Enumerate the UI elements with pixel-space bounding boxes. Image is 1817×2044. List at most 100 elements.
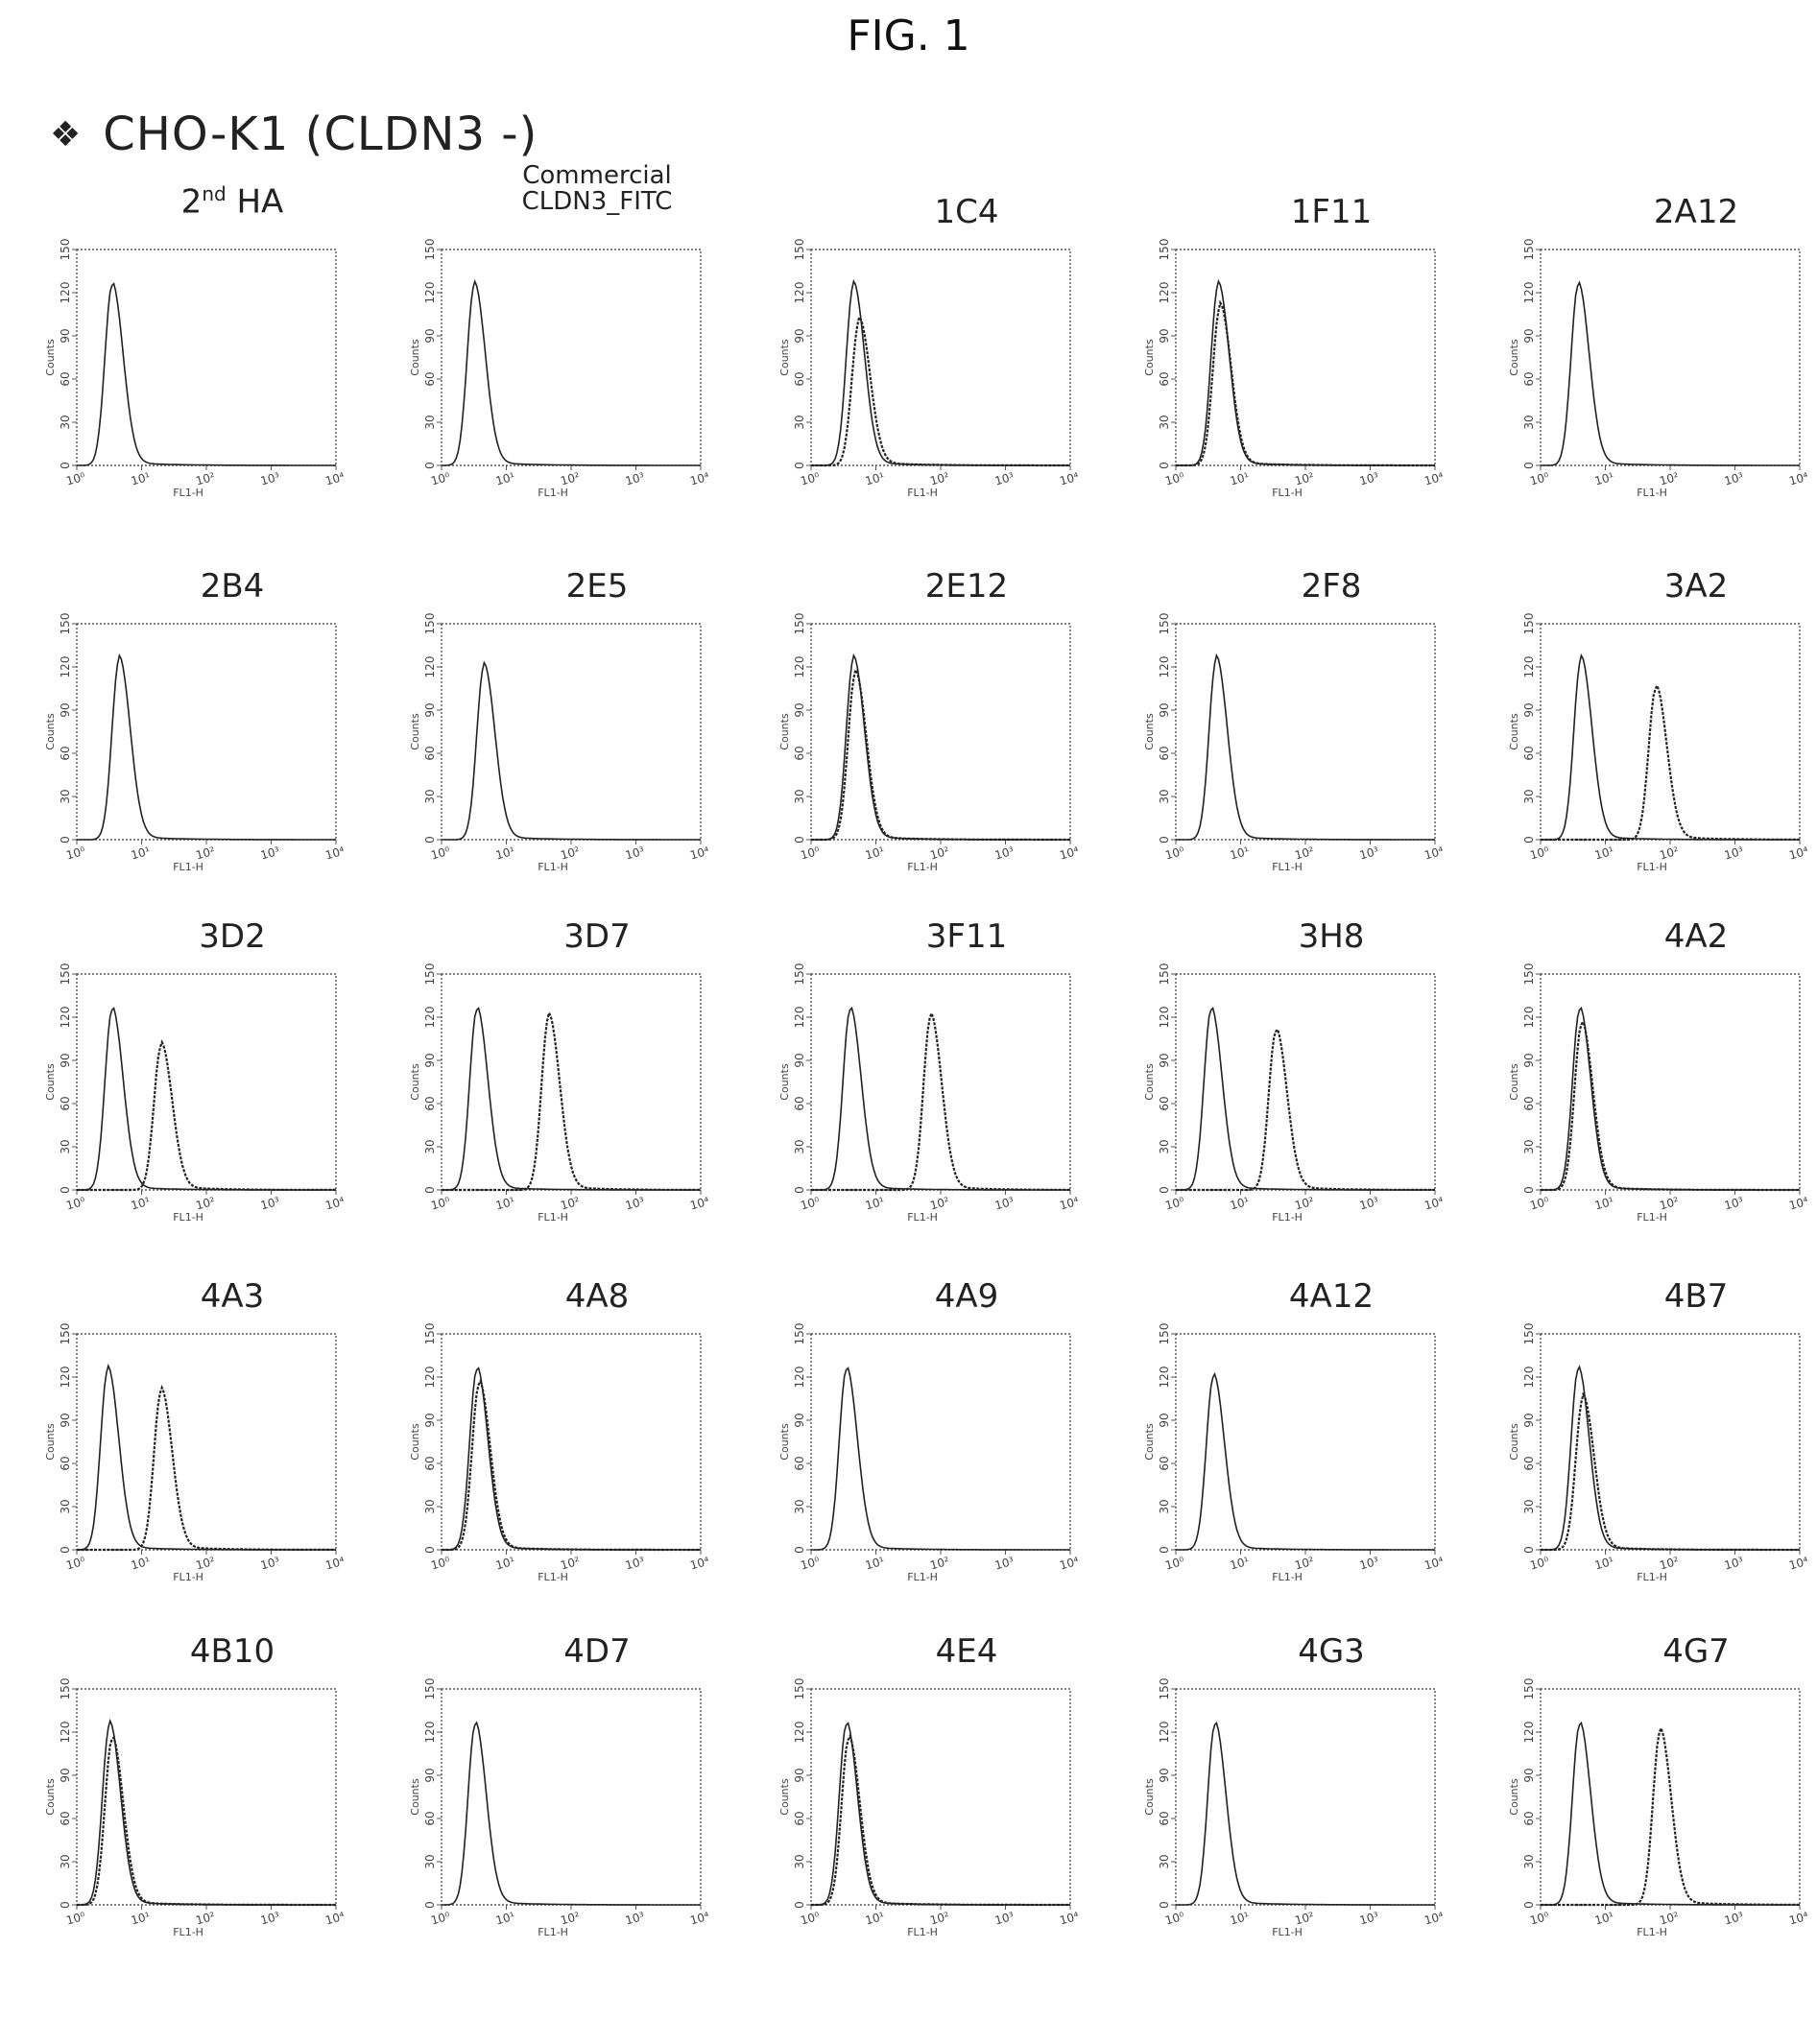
y-tick-label: 30 — [793, 1139, 806, 1153]
histogram-plot: 0 30 60 90 120 150 Counts 10⁰ 10¹ 10² 10³ 10⁴ FL1-H — [778, 963, 1081, 1224]
y-tick-label: 90 — [423, 1768, 437, 1782]
y-tick-label: 90 — [423, 1413, 437, 1427]
histogram-series-line — [442, 1010, 701, 1192]
y-tick-label: 60 — [59, 371, 72, 386]
panel-title-rest: HA — [226, 182, 284, 222]
x-tick-label: 10¹ — [494, 470, 516, 488]
histogram-series-line — [442, 1721, 701, 1906]
histogram-plot: 0 30 60 90 120 150 Counts 10⁰ 10¹ 10² 10³ 10⁴ FL1-H — [1143, 1678, 1446, 1938]
histogram-series-line — [77, 282, 336, 466]
x-tick-label: 10⁴ — [323, 1195, 346, 1213]
y-tick-label: 120 — [1158, 1007, 1171, 1029]
x-tick-label: 10³ — [624, 1555, 646, 1573]
x-tick-label: 10⁰ — [1528, 844, 1550, 863]
x-tick-label: 10⁴ — [323, 844, 346, 863]
x-tick-label: 10³ — [259, 1195, 281, 1213]
y-tick-label: 0 — [59, 1546, 72, 1554]
x-tick-label: 10³ — [993, 1195, 1016, 1213]
y-tick-label: 150 — [59, 1678, 72, 1700]
x-tick-label: 10² — [559, 1910, 581, 1928]
x-tick-label: 10⁴ — [1787, 1555, 1809, 1573]
y-tick-label: 30 — [423, 1854, 437, 1868]
histogram-panel: 4E4 0 30 60 90 120 150 Counts 10⁰ 10¹ 10² 10³ 10⁴ FL1… — [778, 1614, 1149, 1998]
histogram-plot: 0 30 60 90 120 150 Counts 10⁰ 10¹ 10² 10³ 10⁴ FL1-H — [1508, 239, 1810, 499]
y-tick-label: 120 — [1158, 1722, 1171, 1744]
x-tick-label: 10⁴ — [1058, 1910, 1080, 1928]
histogram-series-line — [811, 278, 1070, 466]
y-tick-label: 150 — [1522, 1678, 1536, 1700]
panel-title: 4G3 — [1298, 1632, 1365, 1671]
y-tick-label: 30 — [59, 1139, 72, 1153]
y-tick-label: 150 — [1522, 239, 1536, 261]
x-tick-label: 10⁴ — [323, 1910, 346, 1928]
x-tick-label: 10⁰ — [1163, 844, 1185, 863]
x-tick-label: 10⁰ — [1528, 470, 1550, 488]
histogram-plot: 0 30 60 90 120 150 Counts 10⁰ 10¹ 10² 10³ 10⁴ FL1-H — [1143, 1323, 1446, 1583]
y-axis-label: Counts — [1143, 1063, 1156, 1101]
plot-frame — [1540, 973, 1801, 1191]
y-tick-label: 150 — [1522, 613, 1536, 635]
y-tick-label: 0 — [1158, 836, 1171, 844]
histogram-panel: 4G7 0 30 60 90 120 150 Counts 10⁰ 10¹ 10² 10³ 10⁴ FL1… — [1508, 1614, 1817, 1998]
y-tick-label: 30 — [423, 789, 437, 803]
y-tick-label: 60 — [793, 1096, 806, 1110]
x-tick-label: 10¹ — [1229, 1195, 1251, 1213]
y-tick-label: 30 — [423, 1139, 437, 1153]
y-tick-label: 0 — [793, 1901, 806, 1909]
y-tick-label: 120 — [423, 656, 437, 678]
y-tick-label: 60 — [1522, 1811, 1536, 1825]
y-tick-label: 60 — [1158, 371, 1171, 386]
x-tick-label: 10⁰ — [1163, 1910, 1185, 1928]
histogram-plot: 0 30 60 90 120 150 Counts 10⁰ 10¹ 10² 10³ 10⁴ FL1-H — [44, 239, 347, 499]
x-axis-label: FL1-H — [538, 487, 568, 499]
y-tick-label: 90 — [1522, 1413, 1536, 1427]
histogram-series-line — [811, 653, 1070, 841]
cell-line-heading-text: CHO-K1 (CLDN3 -) — [103, 107, 538, 161]
x-tick-label: 10³ — [624, 1910, 646, 1928]
x-tick-label: 10¹ — [494, 844, 516, 863]
x-tick-label: 10⁴ — [1787, 844, 1809, 863]
x-tick-label: 10² — [928, 1910, 950, 1928]
y-tick-label: 60 — [423, 746, 437, 760]
x-tick-label: 10⁴ — [323, 1555, 346, 1573]
x-tick-label: 10³ — [259, 844, 281, 863]
x-tick-label: 10⁰ — [1163, 1195, 1185, 1213]
y-tick-label: 90 — [1158, 1413, 1171, 1427]
histogram-series-line — [1176, 1027, 1435, 1192]
y-tick-label: 90 — [423, 702, 437, 717]
histogram-plot: 0 30 60 90 120 150 Counts 10⁰ 10¹ 10² 10³ 10⁴ FL1-H — [44, 1323, 347, 1583]
histogram-plot: 0 30 60 90 120 150 Counts 10⁰ 10¹ 10² 10³ 10⁴ FL1-H — [778, 1678, 1081, 1938]
histogram-plot: 0 30 60 90 120 150 Counts 10⁰ 10¹ 10² 10³ 10⁴ FL1-H — [409, 1678, 711, 1938]
y-axis-label: Counts — [778, 1778, 791, 1816]
x-tick-label: 10² — [1293, 1910, 1315, 1928]
x-tick-label: 10¹ — [1229, 844, 1251, 863]
x-tick-label: 10⁰ — [799, 1195, 821, 1213]
y-tick-label: 30 — [1522, 1139, 1536, 1153]
y-tick-label: 120 — [59, 1007, 72, 1029]
x-tick-label: 10¹ — [1229, 470, 1251, 488]
x-tick-label: 10² — [559, 1195, 581, 1213]
x-tick-label: 10⁴ — [1058, 470, 1080, 488]
histogram-series-line — [1176, 1721, 1435, 1906]
y-tick-label: 150 — [1158, 239, 1171, 261]
plot-frame — [441, 1688, 702, 1906]
x-axis-label: FL1-H — [1637, 1571, 1667, 1583]
histogram-plot: 0 30 60 90 120 150 Counts 10⁰ 10¹ 10² 10³ 10⁴ FL1-H — [1143, 239, 1446, 499]
x-tick-label: 10⁴ — [1423, 844, 1445, 863]
histogram-plot: 0 30 60 90 120 150 Counts 10⁰ 10¹ 10² 10³ 10⁴ FL1-H — [409, 1323, 711, 1583]
x-tick-label: 10⁰ — [1528, 1910, 1550, 1928]
histogram-panel: 3D2 0 30 60 90 120 150 Counts 10⁰ 10¹ 10² 10³ 10⁴ FL1… — [44, 899, 415, 1283]
y-tick-label: 120 — [59, 1367, 72, 1389]
y-tick-label: 30 — [1158, 1499, 1171, 1513]
histogram-series-line — [442, 278, 701, 466]
panel-title: 3D7 — [563, 917, 631, 956]
x-tick-label: 10² — [559, 1555, 581, 1573]
y-tick-label: 90 — [59, 328, 72, 343]
y-tick-label: 120 — [1158, 282, 1171, 304]
y-axis-label: Counts — [1508, 339, 1520, 376]
x-tick-label: 10¹ — [1593, 844, 1615, 863]
panel-title-main: 2 — [180, 182, 203, 222]
panel-title: 4A2 — [1663, 917, 1729, 956]
y-tick-label: 30 — [1158, 789, 1171, 803]
